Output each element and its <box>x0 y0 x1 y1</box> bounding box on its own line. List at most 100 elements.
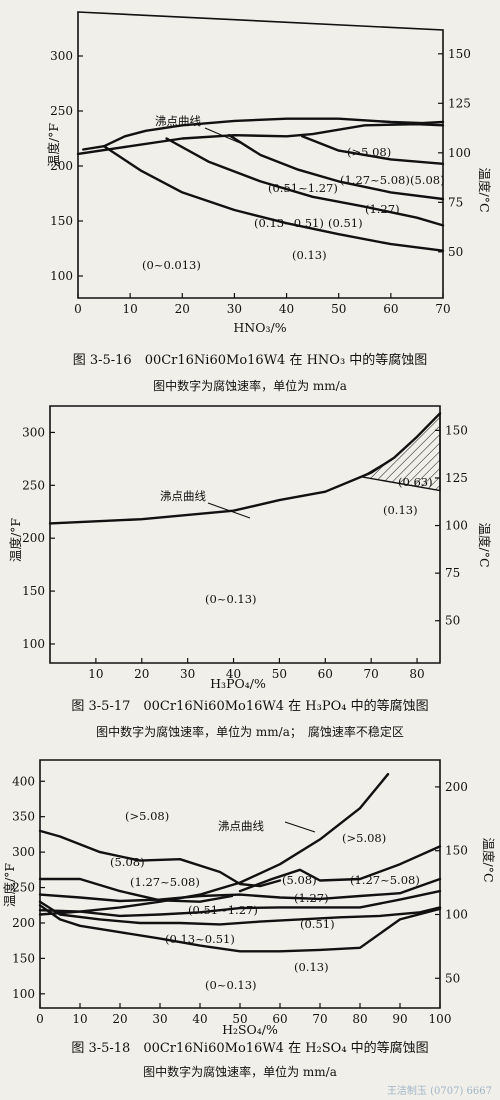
h2so4-boiling-label: 沸点曲线 <box>218 819 264 833</box>
h2so4-xtick-label: 80 <box>352 1012 367 1026</box>
h3po4-region-0.63: (0.63) <box>398 475 433 489</box>
h2so4-region-0.51: (0.51) <box>300 917 335 931</box>
h2so4-y2tick-label: 50 <box>445 971 460 985</box>
h2so4-region-gt5-left: (>5.08) <box>125 809 169 823</box>
watermark: 王洁制玉 (0707) 6667 <box>387 1084 492 1097</box>
hno3-iso-line-3 <box>228 134 445 201</box>
h2so4-xtick-label: 20 <box>112 1012 127 1026</box>
h2so4-ticks: 0 10 20 30 40 50 60 70 80 90 100 100 150 200 250 300 350… <box>12 774 468 1026</box>
h2so4-xlabel: H₂SO₄/% <box>222 1022 278 1037</box>
h2so4-iso-line-5 <box>38 889 442 918</box>
chart-h3po4: 10 20 30 40 50 60 70 80 100 150 200 250 300 50 75 100 12… <box>8 405 492 691</box>
h3po4-curves <box>48 412 442 525</box>
caption-fig1-note: 图中数字为腐蚀速率，单位为 mm/a <box>153 378 347 393</box>
hno3-region-gt5: (>5.08) <box>347 145 391 159</box>
h2so4-ytick-label: 250 <box>12 881 35 895</box>
hno3-region-5.08: (5.08) <box>410 173 445 187</box>
chart-h2so4: 0 10 20 30 40 50 60 70 80 90 100 100 150 200 250 300 350… <box>2 759 496 1037</box>
hno3-xtick-label: 70 <box>435 302 450 316</box>
h3po4-xtick-label: 60 <box>318 667 333 681</box>
h3po4-ylabel: 温度/°F <box>8 518 23 562</box>
hno3-ytick-label: 100 <box>50 269 73 283</box>
hno3-region-0-0.013: (0~0.013) <box>142 258 201 272</box>
h3po4-xtick-label: 20 <box>134 667 149 681</box>
h2so4-y2tick-label: 150 <box>445 844 468 858</box>
h2so4-xtick-label: 90 <box>392 1012 407 1026</box>
h3po4-ticks: 10 20 30 40 50 60 70 80 100 150 200 250 300 50 75 100 12… <box>22 423 468 681</box>
h3po4-xlabel: H₃PO₄/% <box>210 676 266 691</box>
h2so4-iso-line-2 <box>238 845 442 893</box>
h2so4-xtick-label: 60 <box>272 1012 287 1026</box>
h2so4-xtick-label: 30 <box>152 1012 167 1026</box>
h3po4-axes <box>49 405 441 664</box>
h3po4-boiling-label: 沸点曲线 <box>160 489 206 503</box>
hno3-y2tick-label: 125 <box>448 96 471 110</box>
h2so4-iso-line-6 <box>38 900 442 926</box>
hno3-boiling-curve <box>76 123 445 156</box>
hno3-region-0.51-1.27: (0.51~1.27) <box>268 181 338 195</box>
h2so4-boiling-curve <box>38 773 390 916</box>
h3po4-y2tick-label: 125 <box>445 471 468 485</box>
hno3-curves <box>76 117 445 252</box>
h3po4-xtick-label: 40 <box>226 667 241 681</box>
hno3-xtick-label: 10 <box>123 302 138 316</box>
h2so4-region-5.08-left: (5.08) <box>110 855 145 869</box>
hno3-ytick-label: 150 <box>50 214 73 228</box>
hno3-xtick-label: 20 <box>175 302 190 316</box>
hno3-boiling-leader <box>204 127 241 144</box>
h2so4-xtick-label: 10 <box>72 1012 87 1026</box>
h2so4-region-5.08-right: (5.08) <box>282 873 317 887</box>
hno3-ytick-label: 300 <box>50 49 73 63</box>
h2so4-curves <box>38 773 442 953</box>
h3po4-boiling-leader <box>207 502 251 519</box>
h3po4-y2label: 温度/°C <box>477 522 492 567</box>
h3po4-y2tick-label: 75 <box>445 566 460 580</box>
hno3-boiling-label: 沸点曲线 <box>155 114 201 128</box>
hno3-xtick-label: 30 <box>227 302 242 316</box>
h2so4-xtick-label: 40 <box>192 1012 207 1026</box>
chart-hno3: 0 10 20 30 40 50 60 70 100 150 200 250 300 50 75 100 125… <box>46 11 492 335</box>
h2so4-boiling-leader <box>284 821 316 833</box>
h2so4-ytick-label: 300 <box>12 845 35 859</box>
h3po4-xtick-label: 80 <box>409 667 424 681</box>
h2so4-region-0.13: (0.13) <box>294 960 329 974</box>
h2so4-xtick-label: 100 <box>429 1012 452 1026</box>
hno3-xtick-label: 0 <box>74 302 82 316</box>
h3po4-xtick-label: 30 <box>180 667 195 681</box>
hno3-iso-line-2 <box>165 137 445 227</box>
h2so4-xtick-label: 50 <box>232 1012 247 1026</box>
hno3-region-0.51: (0.51) <box>328 216 363 230</box>
h3po4-ytick-label: 200 <box>22 531 45 545</box>
hno3-region-0.13-0.51: (0.13~0.51) <box>254 216 324 230</box>
hno3-xtick-label: 60 <box>383 302 398 316</box>
h3po4-y2tick-label: 50 <box>445 614 460 628</box>
hno3-y2label: 温度/°C <box>477 167 492 212</box>
hno3-region-1.27-5.08: (1.27~5.08) <box>340 173 410 187</box>
h2so4-xtick-label: 0 <box>36 1012 44 1026</box>
h3po4-region-0-0.13: (0~0.13) <box>205 592 257 606</box>
h3po4-xtick-label: 50 <box>272 667 287 681</box>
caption-fig2-note: 图中数字为腐蚀速率，单位为 mm/a； 腐蚀速率不稳定区 <box>96 724 404 739</box>
hno3-ytick-label: 250 <box>50 104 73 118</box>
h3po4-ytick-label: 150 <box>22 584 45 598</box>
h2so4-y2tick-label: 200 <box>445 780 468 794</box>
hno3-ytick-label: 200 <box>50 159 73 173</box>
hno3-xtick-label: 40 <box>279 302 294 316</box>
h2so4-xtick-label: 70 <box>312 1012 327 1026</box>
h2so4-ytick-label: 150 <box>12 951 35 965</box>
h2so4-iso-line-3 <box>38 877 234 903</box>
h2so4-region-1.27: (1.27) <box>294 891 329 905</box>
hno3-iso-line-5 <box>82 117 445 151</box>
h2so4-ytick-label: 100 <box>12 987 35 1001</box>
hno3-region-0.13: (0.13) <box>292 248 327 262</box>
hno3-xlabel: HNO₃/% <box>233 320 286 335</box>
h2so4-region-0-0.13: (0~0.13) <box>205 978 257 992</box>
hno3-y2tick-label: 75 <box>448 195 463 209</box>
h2so4-region-1.27-5.08-left: (1.27~5.08) <box>130 875 200 889</box>
h2so4-region-0.13-0.51: (0.13~0.51) <box>165 932 235 946</box>
hno3-ylabel: 温度/°F <box>46 123 61 167</box>
h3po4-plot-frame <box>49 405 441 664</box>
h2so4-iso-line-7 <box>38 904 442 953</box>
h2so4-ytick-label: 400 <box>12 774 35 788</box>
caption-fig1: 图 3-5-16 00Cr16Ni60Mo16W4 在 HNO₃ 中的等腐蚀图 <box>73 352 428 368</box>
